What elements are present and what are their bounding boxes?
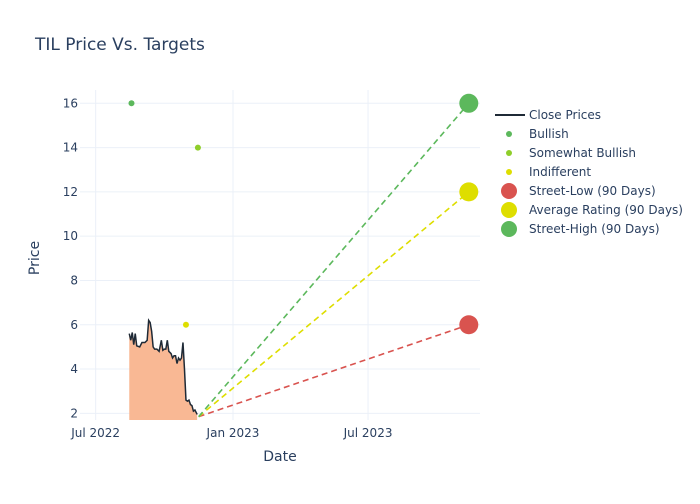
- legend-label: Bullish: [529, 127, 569, 141]
- legend-item-somewhat-bullish[interactable]: Somewhat Bullish: [506, 146, 636, 160]
- legend-item-close[interactable]: Close Prices: [495, 108, 601, 122]
- legend-label: Street-High (90 Days): [529, 222, 660, 236]
- x-tick-label: Jan 2023: [206, 426, 260, 440]
- y-tick-label: 4: [70, 362, 78, 376]
- legend-dot-swatch: [506, 131, 512, 137]
- street-low-target-line: [198, 324, 470, 418]
- street-low-target-marker[interactable]: [459, 315, 479, 335]
- y-axis-label: Price: [27, 241, 43, 275]
- somewhat-bullish-rating-point[interactable]: [194, 144, 201, 151]
- axes: 2 4 6 8 10 12 14 16 Jul 2022 Jan 2023 Jul 2023: [63, 96, 393, 440]
- x-tick-label: Jul 2023: [343, 426, 393, 440]
- legend-item-street-low[interactable]: Street-Low (90 Days): [501, 183, 656, 199]
- legend-item-average[interactable]: Average Rating (90 Days): [501, 202, 683, 218]
- chart-title: TIL Price Vs. Targets: [34, 35, 205, 55]
- y-tick-label: 12: [63, 185, 78, 199]
- average-target-line: [198, 191, 470, 418]
- legend-dot-swatch: [506, 150, 512, 156]
- legend-item-street-high[interactable]: Street-High (90 Days): [501, 221, 660, 237]
- legend-label: Indifferent: [529, 165, 591, 179]
- indifferent-rating-point[interactable]: [182, 321, 189, 328]
- legend-label: Close Prices: [529, 108, 601, 122]
- legend-item-indifferent[interactable]: Indifferent: [506, 165, 591, 179]
- average-target-marker[interactable]: [459, 182, 479, 202]
- legend-label: Street-Low (90 Days): [529, 184, 656, 198]
- close-price-line: [128, 318, 198, 415]
- y-tick-label: 8: [70, 273, 78, 287]
- legend[interactable]: Close Prices Bullish Somewhat Bullish Indif…: [495, 108, 683, 237]
- legend-dot-swatch: [501, 183, 517, 199]
- x-axis-label: Date: [263, 449, 296, 465]
- street-high-target-marker[interactable]: [459, 93, 479, 113]
- y-tick-label: 2: [70, 406, 78, 420]
- legend-item-bullish[interactable]: Bullish: [506, 127, 569, 141]
- legend-label: Average Rating (90 Days): [529, 203, 683, 217]
- close-price-area: [129, 320, 198, 420]
- legend-dot-swatch: [501, 202, 517, 218]
- y-tick-label: 6: [70, 318, 78, 332]
- plot-area: [128, 93, 479, 420]
- x-tick-label: Jul 2022: [70, 426, 120, 440]
- y-tick-label: 10: [63, 229, 78, 243]
- legend-dot-swatch: [501, 221, 517, 237]
- y-tick-label: 14: [63, 141, 78, 155]
- legend-dot-swatch: [506, 169, 512, 175]
- y-tick-label: 16: [63, 96, 78, 110]
- street-high-target-line: [198, 102, 470, 418]
- bullish-rating-point[interactable]: [128, 100, 135, 107]
- legend-label: Somewhat Bullish: [529, 146, 636, 160]
